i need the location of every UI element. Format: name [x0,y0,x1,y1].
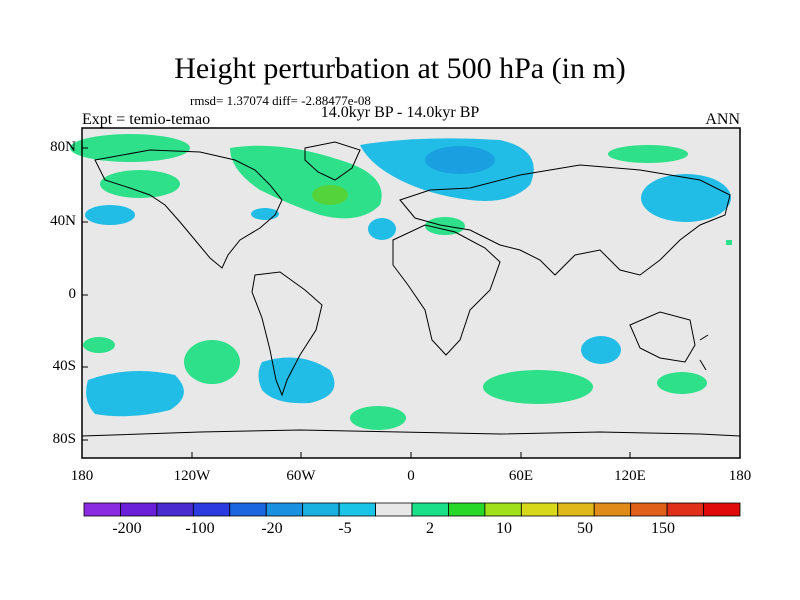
anomaly-fields [70,134,732,430]
y-tick-label: 40N [50,213,76,229]
colorbar-swatch [192,502,231,517]
positive-anomaly [83,337,115,353]
season-label: ANN [705,111,740,128]
colorbar-label: -200 [112,520,142,537]
y-tick-label: 40S [52,358,76,374]
colorbar-swatch [375,502,413,517]
coastlines [81,141,741,437]
colorbar-swatch [630,502,668,517]
colorbar-swatch [593,502,632,517]
map-title: Height perturbation at 500 hPa (in m) [174,52,626,85]
africa-outline [392,224,501,356]
x-tick-label: 0 [407,468,415,484]
colorbar-swatch [338,502,376,517]
y-tick-label: 0 [68,286,77,302]
colorbar-label: -20 [261,520,283,537]
colorbar-label: 10 [496,520,512,537]
colorbar-label: -100 [185,520,215,537]
colorbar-swatch [120,502,158,517]
period-subtitle: 14.0kyr BP - 14.0kyr BP [320,104,480,121]
new-zealand-outline [699,334,709,371]
axis-ticks [81,147,741,458]
negative-anomaly [641,174,731,222]
positive-anomaly [184,340,240,384]
eurasia-outline [399,164,731,276]
positive-anomaly [350,406,406,430]
positive-anomaly [657,372,707,394]
colorbar-swatch [229,502,267,517]
colorbar-swatch [703,502,741,517]
positive-anomaly-strong [312,185,348,205]
colorbar-label: 50 [577,520,593,537]
south-america-outline [251,271,323,397]
north-america-outline [94,149,283,269]
negative-anomaly-strong [425,146,495,174]
negative-anomaly [86,371,184,417]
x-tick-label: 120E [614,468,646,484]
colorbar-swatch [83,502,121,517]
experiment-label: Expt = temio-temao [82,111,211,128]
positive-anomaly [726,240,732,245]
colorbar-swatch [265,502,304,517]
antarctica-outline [81,429,741,437]
stats-text: rmsd= 1.37074 diff= -2.88477e-08 [190,93,371,108]
positive-anomaly [100,170,180,198]
x-tick-label: 60W [286,468,316,484]
x-tick-label: 120W [173,468,211,484]
colorbar [83,502,741,517]
positive-anomaly [70,134,190,162]
negative-anomaly [85,205,135,225]
positive-anomaly [483,370,593,404]
negative-anomaly [251,208,279,220]
negative-anomaly [258,357,335,404]
x-tick-label: 60E [508,468,534,484]
colorbar-swatch [156,502,194,517]
colorbar-swatch [302,502,340,517]
negative-anomaly [581,336,621,364]
y-tick-label: 80S [52,431,76,447]
colorbar-label: -5 [338,520,352,537]
positive-anomaly [608,145,688,163]
y-tick-label: 80N [50,139,76,155]
colorbar-swatch [411,502,449,517]
colorbar-swatch [448,502,486,517]
colorbar-swatch [557,502,595,517]
colorbar-swatch [484,502,522,517]
colorbar-swatch [520,502,559,517]
x-tick-label: 180 [70,468,94,484]
colorbar-label: 2 [426,520,434,537]
x-tick-label: 180 [728,468,752,484]
negative-anomaly [368,218,396,240]
colorbar-label: 150 [651,520,675,537]
australia-outline [629,311,696,363]
greenland-outline [304,141,361,181]
colorbar-swatch [666,502,704,517]
